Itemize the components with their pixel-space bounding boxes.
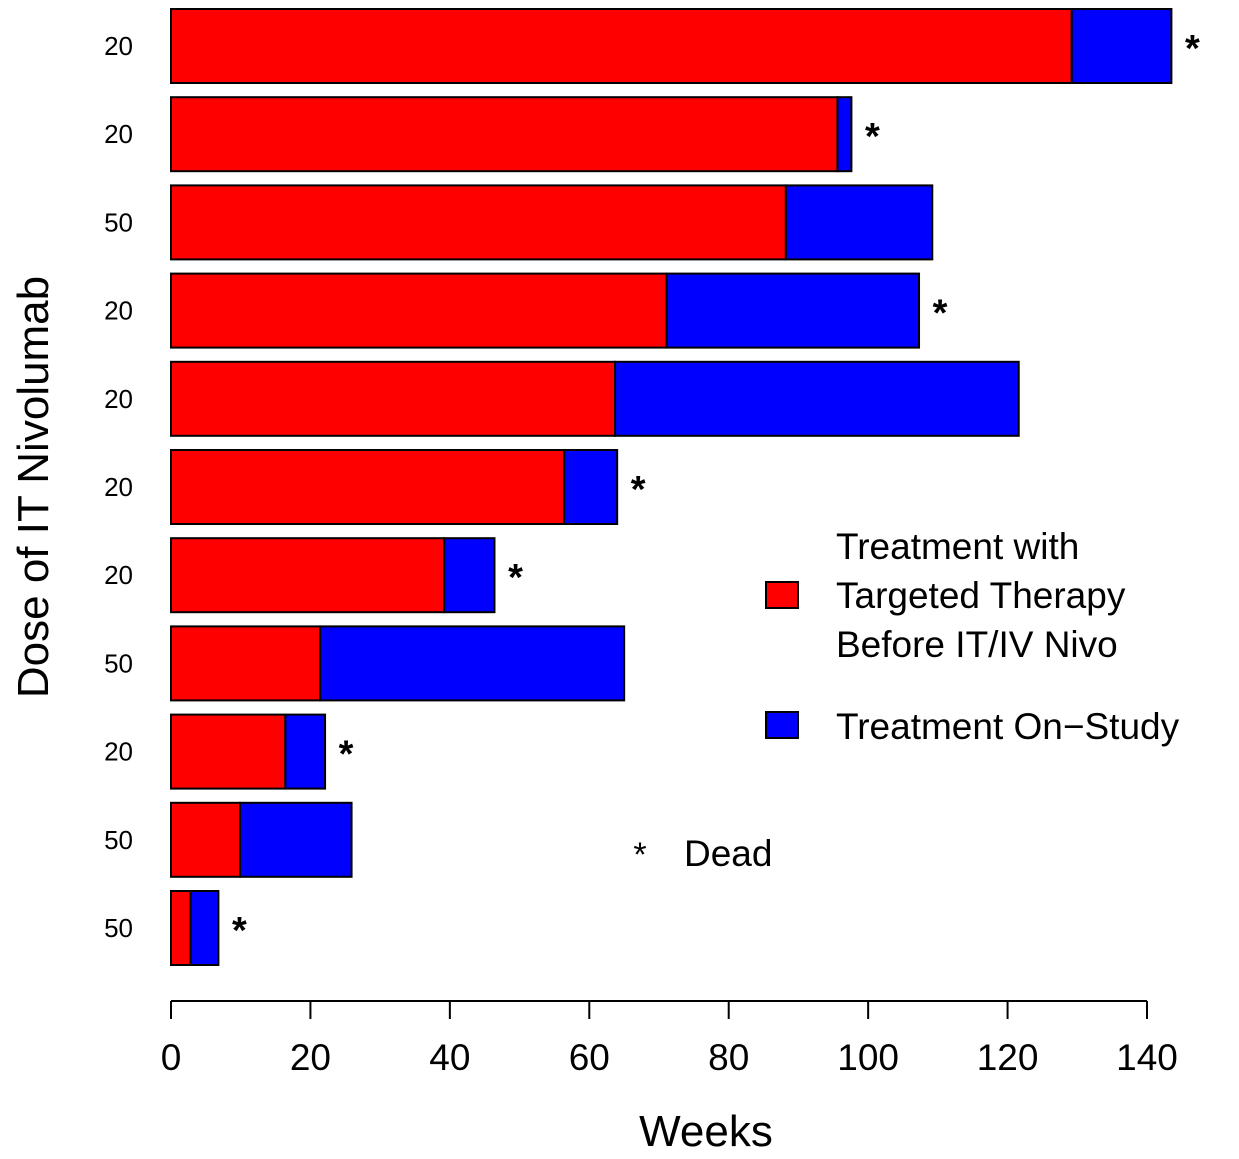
x-tick-label-40: 40 bbox=[429, 1037, 470, 1078]
dose-label-9: 20 bbox=[104, 737, 133, 767]
legend-label-targeted-therapy-line-2: Targeted Therapy bbox=[836, 575, 1126, 616]
dose-label-2: 20 bbox=[104, 119, 133, 149]
dose-label-3: 50 bbox=[104, 207, 133, 237]
bar-on-study-9 bbox=[284, 713, 327, 790]
dose-label-11: 50 bbox=[104, 913, 133, 943]
bar-targeted-therapy-5 bbox=[170, 360, 617, 437]
bar-on-study-3 bbox=[784, 184, 934, 261]
x-axis: 0 20 40 60 80 100 120 140 bbox=[161, 1000, 1178, 1078]
dose-label-6: 20 bbox=[104, 472, 133, 502]
dose-label-4: 20 bbox=[104, 296, 133, 326]
category-labels: 20 20 50 20 20 20 20 50 20 50 50 bbox=[104, 31, 133, 943]
bar-targeted-therapy-2 bbox=[170, 96, 839, 173]
bar-on-study-6 bbox=[563, 449, 619, 525]
bar-on-study-5 bbox=[614, 360, 1020, 437]
x-tick-label-80: 80 bbox=[708, 1037, 749, 1078]
bar-on-study-11 bbox=[189, 890, 220, 966]
bar-on-study-4 bbox=[665, 272, 921, 349]
x-tick-label-20: 20 bbox=[290, 1037, 331, 1078]
legend-label-targeted-therapy-line-3: Before IT/IV Nivo bbox=[836, 624, 1118, 665]
dose-label-8: 50 bbox=[104, 648, 133, 678]
x-tick-label-100: 100 bbox=[837, 1037, 899, 1078]
dose-label-7: 20 bbox=[104, 560, 133, 590]
dead-marker-4: * bbox=[933, 293, 948, 335]
dead-marker-1: * bbox=[1185, 28, 1200, 70]
legend-label-targeted-therapy-line-1: Treatment with bbox=[836, 526, 1079, 567]
dose-label-5: 20 bbox=[104, 384, 133, 414]
dose-label-1: 20 bbox=[104, 31, 133, 61]
legend-dead-marker: * bbox=[633, 836, 646, 874]
x-tick-label-60: 60 bbox=[569, 1037, 610, 1078]
bar-on-study-1 bbox=[1070, 8, 1173, 84]
bar-targeted-therapy-10 bbox=[170, 801, 242, 878]
dead-marker-6: * bbox=[631, 469, 646, 511]
bar-targeted-therapy-4 bbox=[170, 272, 668, 349]
bar-targeted-therapy-9 bbox=[170, 713, 287, 790]
bar-on-study-2 bbox=[836, 96, 853, 173]
dead-marker-2: * bbox=[865, 116, 880, 158]
y-axis-title: Dose of IT Nivolumab bbox=[9, 276, 58, 698]
bar-on-study-8 bbox=[319, 625, 626, 702]
legend-swatch-targeted-therapy bbox=[765, 581, 799, 609]
dead-markers: * * * * * * * bbox=[232, 28, 1200, 952]
dead-marker-11: * bbox=[232, 910, 247, 952]
bar-targeted-therapy-6 bbox=[170, 449, 566, 525]
bar-targeted-therapy-8 bbox=[170, 625, 322, 702]
legend-swatch-on-study bbox=[765, 711, 799, 739]
bars-layer bbox=[170, 8, 1173, 966]
dead-marker-7: * bbox=[508, 557, 523, 599]
bar-targeted-therapy-3 bbox=[170, 184, 787, 261]
x-axis-title: Weeks bbox=[639, 1107, 773, 1154]
dose-label-10: 50 bbox=[104, 825, 133, 855]
x-tick-label-140: 140 bbox=[1116, 1037, 1178, 1078]
x-tick-label-120: 120 bbox=[977, 1037, 1039, 1078]
dead-marker-9: * bbox=[339, 734, 354, 776]
legend-label-dead: Dead bbox=[684, 833, 772, 874]
legend: Treatment with Targeted Therapy Before IT/… bbox=[633, 526, 1179, 874]
bar-targeted-therapy-1 bbox=[170, 8, 1073, 84]
bar-targeted-therapy-7 bbox=[170, 537, 446, 614]
bar-on-study-7 bbox=[443, 537, 496, 614]
legend-label-on-study: Treatment On−Study bbox=[836, 706, 1180, 747]
x-tick-label-0: 0 bbox=[161, 1037, 182, 1078]
bar-targeted-therapy-11 bbox=[170, 890, 192, 966]
bar-on-study-10 bbox=[239, 801, 353, 878]
